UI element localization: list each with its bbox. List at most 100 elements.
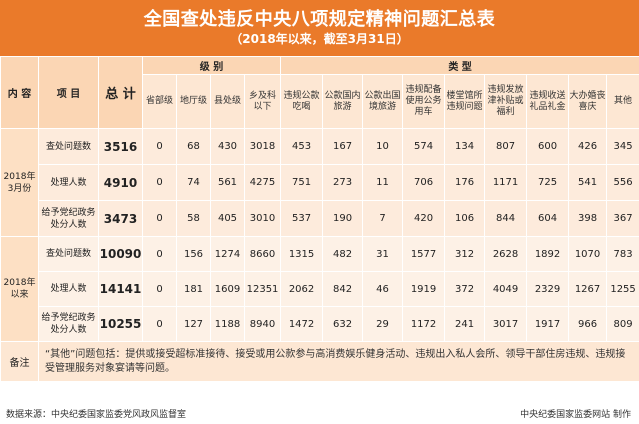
level-value: 0 — [142, 271, 177, 307]
level-value: 8660 — [243, 236, 282, 272]
type-value: 134 — [444, 128, 486, 165]
level-value: 74 — [176, 164, 211, 201]
period-label: 2018年以来 — [0, 236, 39, 342]
type-value: 10 — [362, 128, 404, 165]
header-level: 乡及科以下 — [243, 74, 282, 129]
type-value: 706 — [402, 164, 446, 201]
table-row: 处理人数 4910 0 74 561 4275 751 273 11 706 176 1171 725 5… — [1, 164, 639, 201]
row-total: 14141 — [98, 271, 143, 307]
footer: 数据来源：中央纪委国家监委党风政风监督室 中央纪委国家监委网站 制作 — [0, 403, 639, 424]
type-value: 241 — [444, 306, 486, 342]
type-value: 345 — [606, 128, 639, 165]
level-value: 12351 — [243, 271, 282, 307]
row-total: 3473 — [98, 200, 143, 237]
level-value: 0 — [142, 128, 177, 165]
type-value: 1577 — [402, 236, 446, 272]
table-row: 2018年3月份 查处问题数 3516 0 68 430 3018 453 167 10 574 13… — [0, 128, 639, 237]
header-type-group: 类 型 — [280, 56, 639, 75]
type-value: 844 — [484, 200, 528, 237]
header-content: 内 容 — [0, 56, 39, 129]
type-value: 367 — [606, 200, 639, 237]
header-level-group: 级 别 — [141, 56, 282, 75]
type-value: 7 — [362, 200, 404, 237]
type-value: 453 — [280, 128, 324, 165]
header-type: 楼堂馆所违规问题 — [444, 74, 486, 129]
header-item: 项 目 — [38, 56, 99, 129]
type-value: 3017 — [484, 306, 528, 342]
level-value: 405 — [210, 200, 245, 237]
level-value: 181 — [176, 271, 211, 307]
type-value: 1472 — [280, 306, 324, 342]
type-value: 574 — [402, 128, 446, 165]
header-level: 地厅级 — [176, 74, 211, 129]
level-value: 8940 — [243, 306, 282, 342]
type-value: 600 — [526, 128, 570, 165]
type-value: 1315 — [280, 236, 324, 272]
type-value: 31 — [362, 236, 404, 272]
type-value: 46 — [362, 271, 404, 307]
type-value: 190 — [322, 200, 364, 237]
level-value: 68 — [176, 128, 211, 165]
type-value: 783 — [606, 236, 639, 272]
type-value: 1919 — [402, 271, 446, 307]
header-type: 公款国内旅游 — [322, 74, 364, 129]
type-value: 4049 — [484, 271, 528, 307]
type-value: 482 — [322, 236, 364, 272]
type-value: 2062 — [280, 271, 324, 307]
note-label: 备注 — [0, 341, 39, 382]
type-value: 1171 — [484, 164, 528, 201]
level-value: 561 — [210, 164, 245, 201]
type-value: 1070 — [568, 236, 608, 272]
type-value: 1172 — [402, 306, 446, 342]
type-value: 1917 — [526, 306, 570, 342]
header-type: 大办婚丧喜庆 — [568, 74, 608, 129]
type-value: 966 — [568, 306, 608, 342]
type-value: 1892 — [526, 236, 570, 272]
level-value: 127 — [176, 306, 211, 342]
level-value: 156 — [176, 236, 211, 272]
type-value: 398 — [568, 200, 608, 237]
header-type: 其他 — [606, 74, 639, 129]
header-level: 县处级 — [210, 74, 245, 129]
level-value: 0 — [142, 164, 177, 201]
level-value: 0 — [142, 306, 177, 342]
level-value: 0 — [142, 236, 177, 272]
type-value: 2628 — [484, 236, 528, 272]
type-value: 842 — [322, 271, 364, 307]
row-total: 10255 — [98, 306, 143, 342]
table-row: 处理人数 14141 0 181 1609 12351 2062 842 46 1919 372 40… — [1, 271, 639, 307]
note-text: “其他”问题包括：提供或接受超标准接待、接受或用公款参与高消费娱乐健身活动、违规… — [37, 341, 639, 382]
type-value: 372 — [444, 271, 486, 307]
table-row: 给予党纪政务处分人数 3473 0 58 405 3010 537 190 7 420 106 844… — [1, 200, 639, 237]
type-value: 556 — [606, 164, 639, 201]
type-value: 2329 — [526, 271, 570, 307]
row-total: 10090 — [98, 236, 143, 272]
type-value: 807 — [484, 128, 528, 165]
type-value: 176 — [444, 164, 486, 201]
level-value: 1188 — [210, 306, 245, 342]
table-row: 给予党纪政务处分人数 10255 0 127 1188 8940 1472 632 29 1172… — [1, 306, 639, 342]
type-value: 426 — [568, 128, 608, 165]
type-value: 541 — [568, 164, 608, 201]
table-row: 2018年以来 查处问题数 10090 0 156 1274 8660 1315 482 31 15… — [0, 236, 639, 342]
type-value: 420 — [402, 200, 446, 237]
type-value: 11 — [362, 164, 404, 201]
level-value: 3018 — [243, 128, 282, 165]
period-label: 2018年3月份 — [0, 128, 39, 237]
title-band — [0, 0, 639, 56]
header-level: 省部级 — [142, 74, 177, 129]
header-type: 违规收送礼品礼金 — [526, 74, 570, 129]
type-value: 29 — [362, 306, 404, 342]
type-value: 106 — [444, 200, 486, 237]
header-type: 违规公款吃喝 — [280, 74, 324, 129]
header-type: 违规发放津补贴或福利 — [484, 74, 528, 129]
type-value: 725 — [526, 164, 570, 201]
header-type: 违规配备使用公务用车 — [402, 74, 446, 129]
level-value: 4275 — [243, 164, 282, 201]
level-value: 430 — [210, 128, 245, 165]
header-total: 总 计 — [98, 56, 143, 129]
summary-table: 内 容 项 目 总 计 级 别 类 型 省部级 地厅级 县处级 乡及科以下 违规公款吃喝… — [0, 56, 639, 382]
data-source: 数据来源：中央纪委国家监委党风政风监督室 — [6, 410, 187, 420]
header-type: 公款出国境旅游 — [362, 74, 404, 129]
